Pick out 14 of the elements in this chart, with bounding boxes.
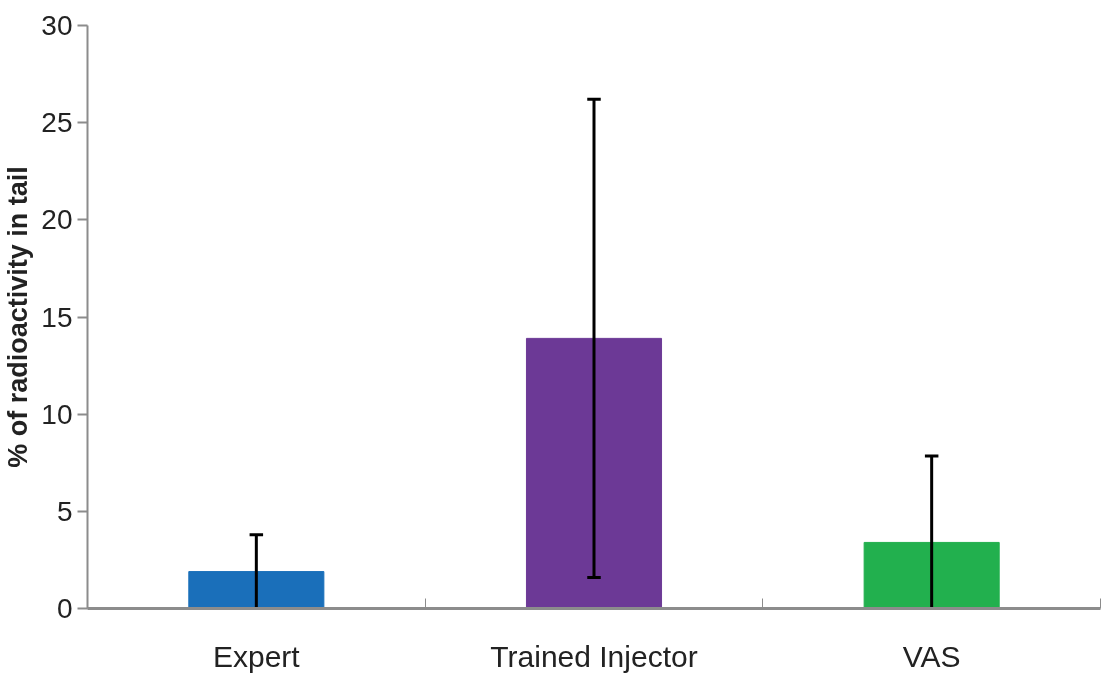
x-tick-label: VAS	[902, 639, 961, 673]
y-tick-label: 25	[41, 107, 73, 139]
y-tick-label: 0	[56, 593, 73, 624]
bar	[188, 571, 325, 609]
bar	[863, 541, 1000, 609]
x-tick-label: Trained Injector	[490, 639, 698, 673]
y-axis-title: % of radioactivity in tail	[3, 166, 34, 468]
y-tick-label: 30	[41, 10, 73, 41]
y-tick-label: 15	[41, 301, 73, 333]
y-tick-label: 20	[41, 204, 73, 236]
x-tick-label: Expert	[212, 639, 301, 673]
y-tick-label: 5	[56, 495, 73, 527]
y-tick-label: 10	[41, 398, 73, 430]
bar	[525, 337, 663, 609]
